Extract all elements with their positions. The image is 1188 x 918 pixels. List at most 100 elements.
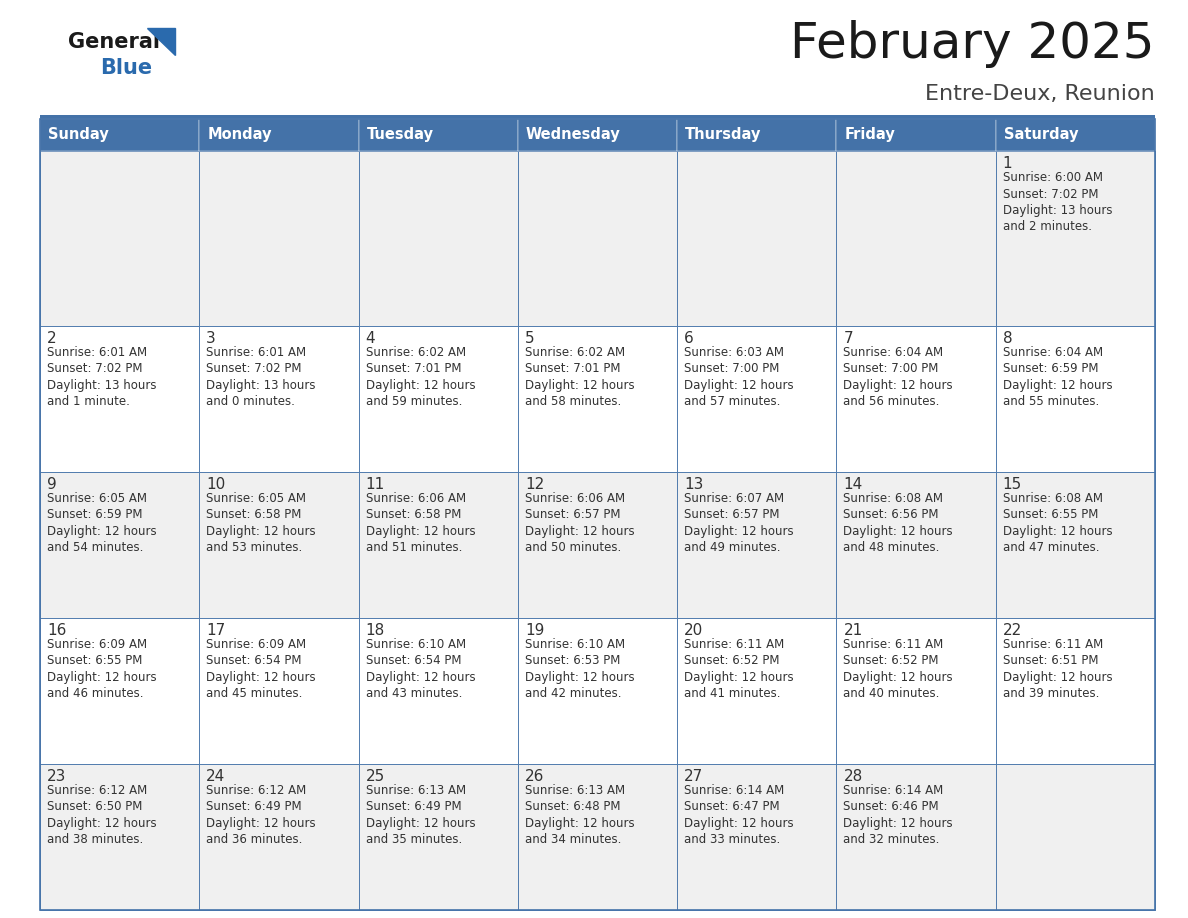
Text: 13: 13 [684,476,703,492]
Text: 25: 25 [366,769,385,784]
Bar [40,151,200,326]
Text: General: General [68,32,160,52]
Bar [200,472,359,618]
Text: 23: 23 [48,769,67,784]
Text: 15: 15 [1003,476,1022,492]
Text: Sunrise: 6:02 AM
Sunset: 7:01 PM
Daylight: 12 hours
and 59 minutes.: Sunrise: 6:02 AM Sunset: 7:01 PM Dayligh… [366,345,475,409]
Text: 5: 5 [525,330,535,345]
Bar [40,764,200,910]
Bar [518,764,677,910]
Text: 10: 10 [207,476,226,492]
Text: 2: 2 [48,330,57,345]
Bar [359,151,518,326]
Bar [200,618,359,764]
Text: 28: 28 [843,769,862,784]
Bar [996,326,1155,472]
Bar [40,119,1155,910]
Bar [677,618,836,764]
Text: Sunrise: 6:12 AM
Sunset: 6:50 PM
Daylight: 12 hours
and 38 minutes.: Sunrise: 6:12 AM Sunset: 6:50 PM Dayligh… [48,784,157,846]
Bar [836,119,996,151]
Bar [359,764,518,910]
Text: 16: 16 [48,622,67,638]
Text: Sunrise: 6:14 AM
Sunset: 6:46 PM
Daylight: 12 hours
and 32 minutes.: Sunrise: 6:14 AM Sunset: 6:46 PM Dayligh… [843,784,953,846]
Bar [677,764,836,910]
Text: Sunrise: 6:04 AM
Sunset: 6:59 PM
Daylight: 12 hours
and 55 minutes.: Sunrise: 6:04 AM Sunset: 6:59 PM Dayligh… [1003,345,1112,409]
Text: 22: 22 [1003,622,1022,638]
Text: Sunrise: 6:05 AM
Sunset: 6:59 PM
Daylight: 12 hours
and 54 minutes.: Sunrise: 6:05 AM Sunset: 6:59 PM Dayligh… [48,492,157,554]
Text: 12: 12 [525,476,544,492]
Text: 14: 14 [843,476,862,492]
Text: 9: 9 [48,476,57,492]
Text: Sunday: Sunday [48,128,109,142]
Bar [359,326,518,472]
Text: 11: 11 [366,476,385,492]
Bar [359,618,518,764]
Bar [40,115,1155,119]
Text: Blue: Blue [100,58,152,78]
Text: Sunrise: 6:14 AM
Sunset: 6:47 PM
Daylight: 12 hours
and 33 minutes.: Sunrise: 6:14 AM Sunset: 6:47 PM Dayligh… [684,784,794,846]
Text: Sunrise: 6:06 AM
Sunset: 6:58 PM
Daylight: 12 hours
and 51 minutes.: Sunrise: 6:06 AM Sunset: 6:58 PM Dayligh… [366,492,475,554]
Text: 21: 21 [843,622,862,638]
Bar [518,326,677,472]
Text: 17: 17 [207,622,226,638]
Bar [40,618,200,764]
Bar [40,326,200,472]
Bar [996,151,1155,326]
Polygon shape [147,28,175,55]
Text: 4: 4 [366,330,375,345]
Bar [677,472,836,618]
Text: Sunrise: 6:08 AM
Sunset: 6:56 PM
Daylight: 12 hours
and 48 minutes.: Sunrise: 6:08 AM Sunset: 6:56 PM Dayligh… [843,492,953,554]
Text: February 2025: February 2025 [790,20,1155,68]
Text: Sunrise: 6:04 AM
Sunset: 7:00 PM
Daylight: 12 hours
and 56 minutes.: Sunrise: 6:04 AM Sunset: 7:00 PM Dayligh… [843,345,953,409]
Text: Wednesday: Wednesday [526,128,620,142]
Text: Sunrise: 6:12 AM
Sunset: 6:49 PM
Daylight: 12 hours
and 36 minutes.: Sunrise: 6:12 AM Sunset: 6:49 PM Dayligh… [207,784,316,846]
Text: 8: 8 [1003,330,1012,345]
Text: 18: 18 [366,622,385,638]
Text: Saturday: Saturday [1004,128,1079,142]
Text: 7: 7 [843,330,853,345]
Text: Sunrise: 6:09 AM
Sunset: 6:54 PM
Daylight: 12 hours
and 45 minutes.: Sunrise: 6:09 AM Sunset: 6:54 PM Dayligh… [207,638,316,700]
Bar [518,151,677,326]
Text: Sunrise: 6:05 AM
Sunset: 6:58 PM
Daylight: 12 hours
and 53 minutes.: Sunrise: 6:05 AM Sunset: 6:58 PM Dayligh… [207,492,316,554]
Bar [996,472,1155,618]
Text: 26: 26 [525,769,544,784]
Text: Entre-Deux, Reunion: Entre-Deux, Reunion [925,84,1155,104]
Text: Sunrise: 6:00 AM
Sunset: 7:02 PM
Daylight: 13 hours
and 2 minutes.: Sunrise: 6:00 AM Sunset: 7:02 PM Dayligh… [1003,171,1112,233]
Text: Friday: Friday [845,128,896,142]
Bar [677,151,836,326]
Bar [677,119,836,151]
Text: Sunrise: 6:09 AM
Sunset: 6:55 PM
Daylight: 12 hours
and 46 minutes.: Sunrise: 6:09 AM Sunset: 6:55 PM Dayligh… [48,638,157,700]
Text: 27: 27 [684,769,703,784]
Bar [996,119,1155,151]
Text: Sunrise: 6:01 AM
Sunset: 7:02 PM
Daylight: 13 hours
and 1 minute.: Sunrise: 6:01 AM Sunset: 7:02 PM Dayligh… [48,345,157,409]
Bar [996,618,1155,764]
Text: 3: 3 [207,330,216,345]
Text: Sunrise: 6:02 AM
Sunset: 7:01 PM
Daylight: 12 hours
and 58 minutes.: Sunrise: 6:02 AM Sunset: 7:01 PM Dayligh… [525,345,634,409]
Bar [200,764,359,910]
Text: 19: 19 [525,622,544,638]
Text: Sunrise: 6:13 AM
Sunset: 6:48 PM
Daylight: 12 hours
and 34 minutes.: Sunrise: 6:13 AM Sunset: 6:48 PM Dayligh… [525,784,634,846]
Bar [836,151,996,326]
Bar [359,119,518,151]
Bar [836,764,996,910]
Text: Tuesday: Tuesday [367,128,434,142]
Text: Sunrise: 6:10 AM
Sunset: 6:53 PM
Daylight: 12 hours
and 42 minutes.: Sunrise: 6:10 AM Sunset: 6:53 PM Dayligh… [525,638,634,700]
Bar [40,119,200,151]
Text: Monday: Monday [207,128,272,142]
Text: Sunrise: 6:11 AM
Sunset: 6:51 PM
Daylight: 12 hours
and 39 minutes.: Sunrise: 6:11 AM Sunset: 6:51 PM Dayligh… [1003,638,1112,700]
Text: Sunrise: 6:11 AM
Sunset: 6:52 PM
Daylight: 12 hours
and 40 minutes.: Sunrise: 6:11 AM Sunset: 6:52 PM Dayligh… [843,638,953,700]
Bar [836,472,996,618]
Text: Sunrise: 6:01 AM
Sunset: 7:02 PM
Daylight: 13 hours
and 0 minutes.: Sunrise: 6:01 AM Sunset: 7:02 PM Dayligh… [207,345,316,409]
Bar [518,472,677,618]
Bar [518,618,677,764]
Text: Sunrise: 6:10 AM
Sunset: 6:54 PM
Daylight: 12 hours
and 43 minutes.: Sunrise: 6:10 AM Sunset: 6:54 PM Dayligh… [366,638,475,700]
Bar [200,326,359,472]
Text: Sunrise: 6:06 AM
Sunset: 6:57 PM
Daylight: 12 hours
and 50 minutes.: Sunrise: 6:06 AM Sunset: 6:57 PM Dayligh… [525,492,634,554]
Bar [836,326,996,472]
Bar [518,119,677,151]
Bar [359,472,518,618]
Text: 1: 1 [1003,156,1012,171]
Bar [200,119,359,151]
Text: 20: 20 [684,622,703,638]
Text: Sunrise: 6:08 AM
Sunset: 6:55 PM
Daylight: 12 hours
and 47 minutes.: Sunrise: 6:08 AM Sunset: 6:55 PM Dayligh… [1003,492,1112,554]
